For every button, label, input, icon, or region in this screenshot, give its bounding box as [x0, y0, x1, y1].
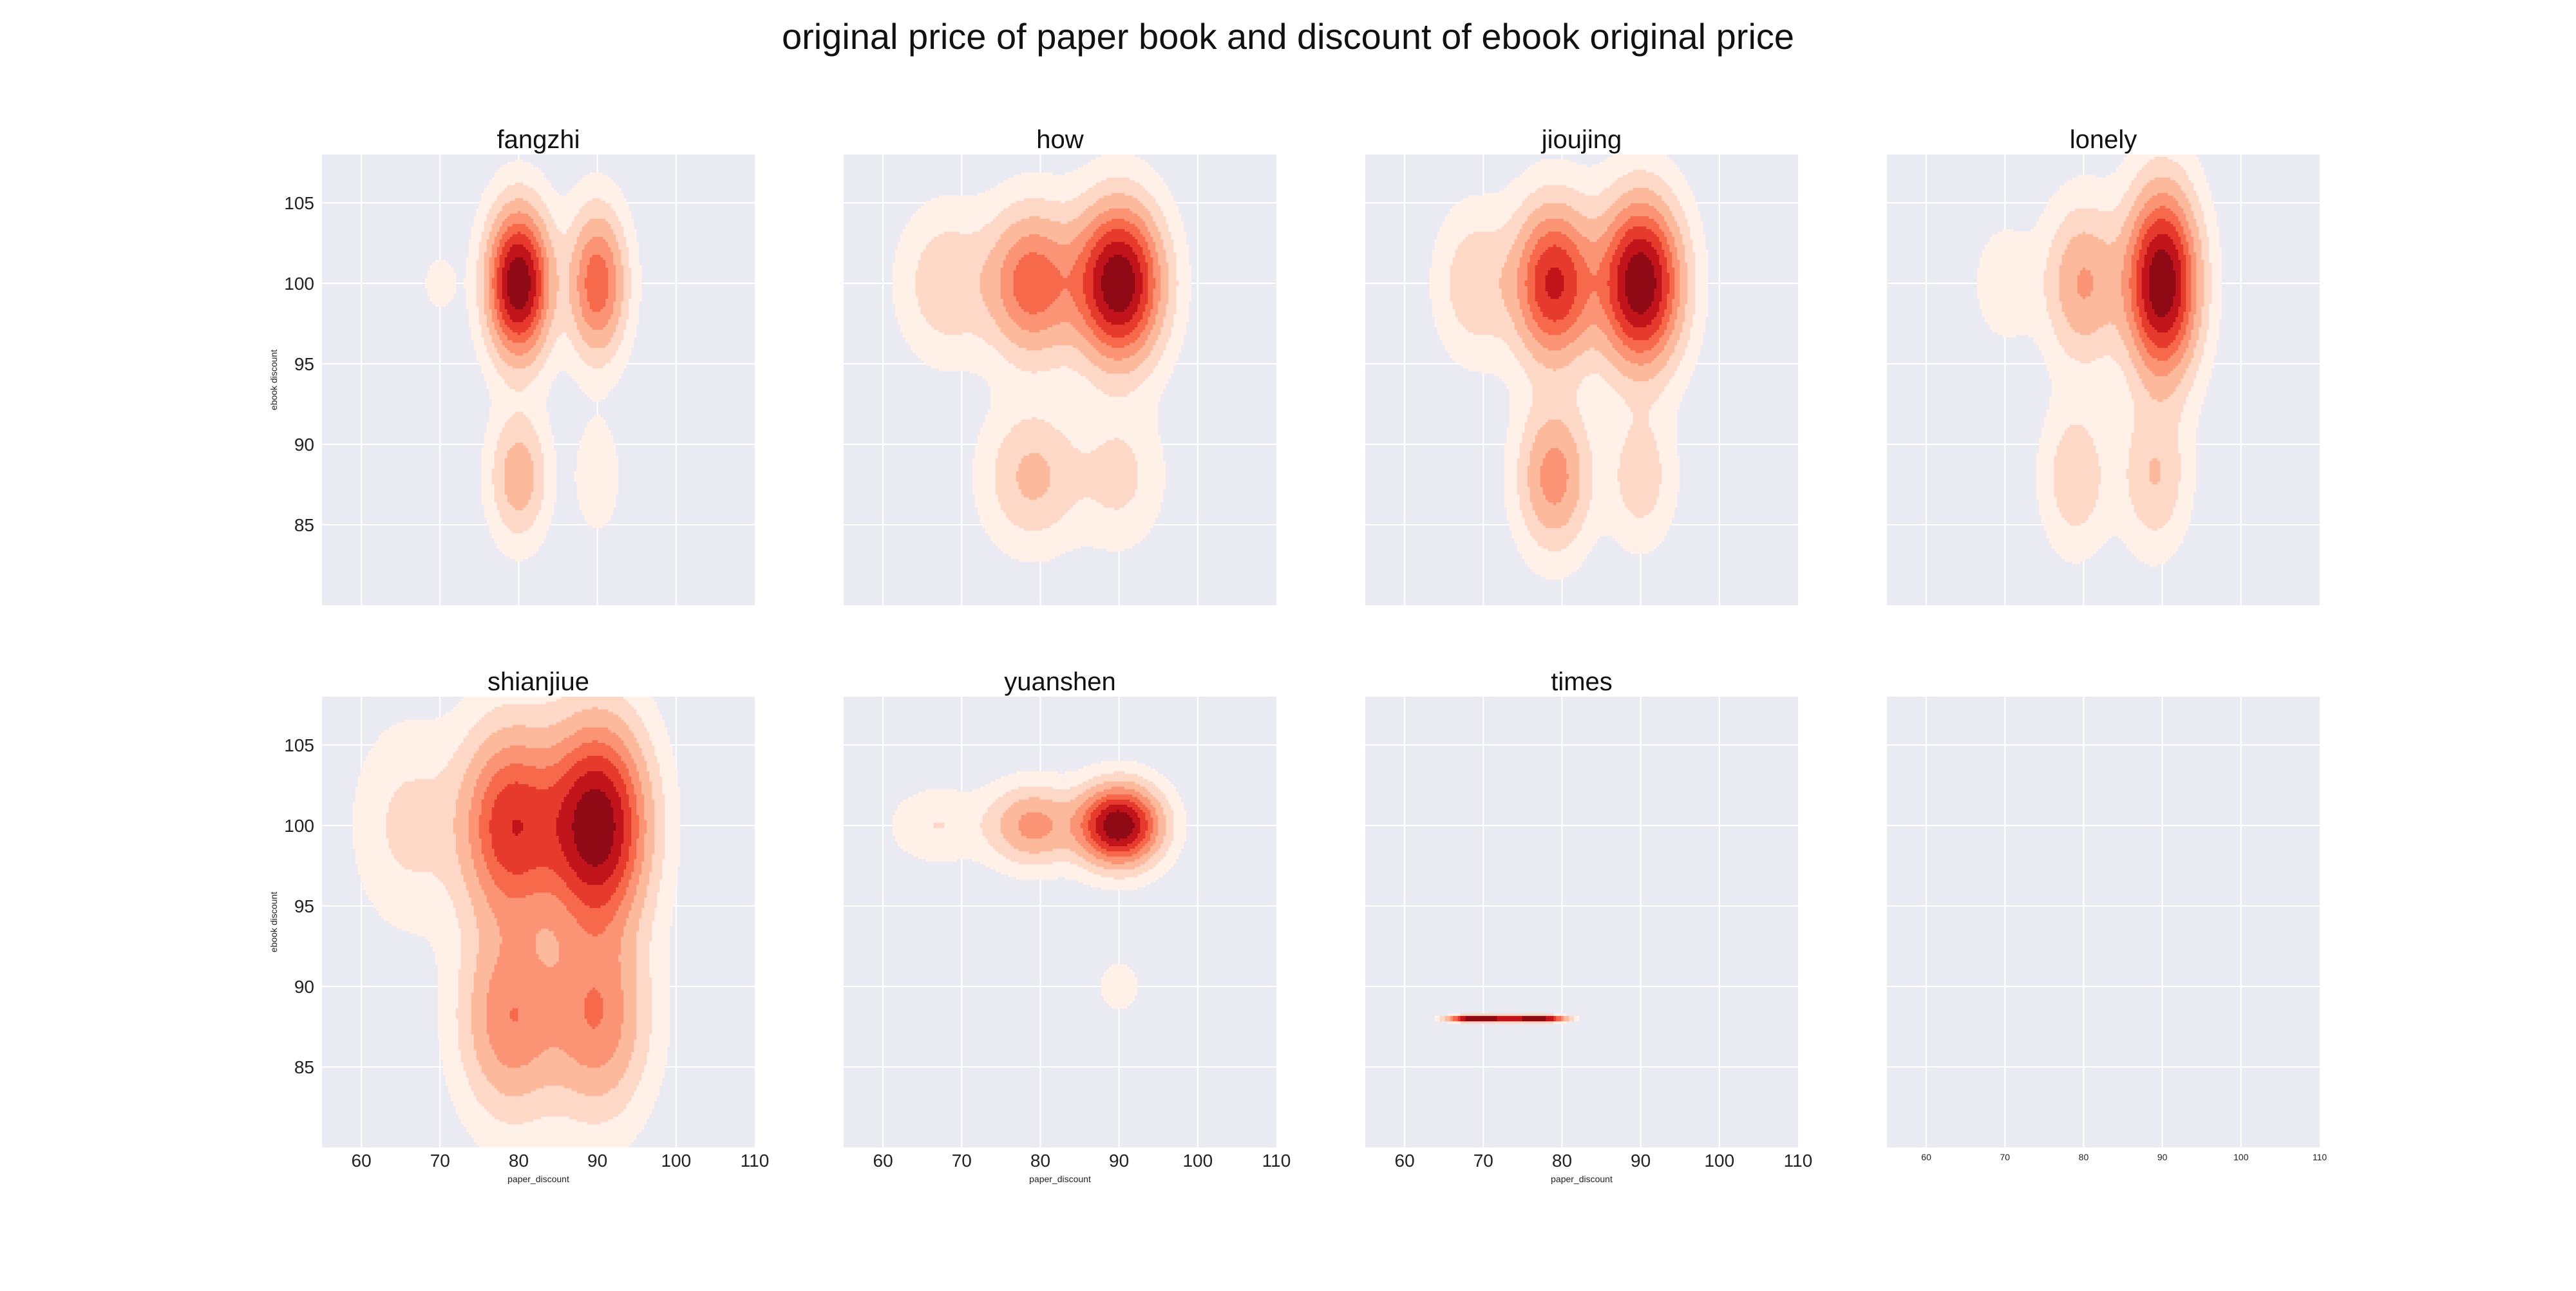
density-level-3 — [484, 198, 624, 511]
density-level-1 — [892, 155, 1192, 562]
density-level-8 — [1103, 809, 1135, 842]
x-tick-label: 100 — [1182, 1151, 1213, 1171]
density-level-6 — [489, 755, 632, 909]
subplot-title: jioujing — [1541, 126, 1622, 154]
density-contours — [1434, 1013, 1580, 1024]
plot-background — [1365, 697, 1798, 1147]
subplot-title: fangzhi — [497, 126, 580, 154]
x-tick-label: 100 — [1704, 1151, 1734, 1171]
subplot-times: times 60 70 80 90 100 110 paper_discount — [1365, 668, 1812, 1184]
x-tick-label: 100 — [661, 1151, 691, 1171]
subplot-title: how — [1036, 126, 1083, 154]
density-level-8 — [1465, 1015, 1546, 1022]
density-level-8 — [571, 789, 616, 867]
subplot-title: yuanshen — [1004, 668, 1115, 696]
density-level-3 — [1499, 187, 1688, 529]
y-tick-label: 105 — [284, 735, 314, 755]
density-level-8 — [2149, 249, 2176, 317]
subplot-title: shianjiue — [488, 668, 589, 696]
density-level-7 — [1093, 241, 1143, 325]
x-tick-label: 70 — [430, 1151, 450, 1171]
density-contours — [352, 697, 681, 1147]
density-level-8 — [1101, 254, 1135, 312]
density-level-1 — [892, 760, 1187, 1009]
x-tick-label: 110 — [741, 1151, 770, 1171]
plot-background — [1887, 697, 2320, 1147]
y-tick-label: 95 — [294, 354, 314, 374]
density-contours — [424, 159, 642, 562]
y-tick-label: 105 — [284, 193, 314, 213]
x-tick-label: 80 — [509, 1151, 529, 1171]
plot-background — [844, 697, 1276, 1147]
subplot-empty: 60 70 80 90 100 110 — [1887, 697, 2327, 1162]
x-tick-label: 90 — [1109, 1151, 1129, 1171]
x-tick-label: 80 — [1030, 1151, 1050, 1171]
x-tick-label: 110 — [1262, 1151, 1291, 1171]
x-tick-label: 110 — [1784, 1151, 1813, 1171]
density-contours — [1429, 155, 1709, 580]
x-tick-label: 60 — [352, 1151, 372, 1171]
y-axis-label: ebook discount — [269, 350, 279, 410]
subplot-fangzhi: fangzhi 85 90 95 100 105 ebook discount — [269, 126, 755, 605]
density-level-6 — [1083, 229, 1148, 338]
density-level-1 — [1976, 155, 2222, 567]
y-tick-label: 85 — [294, 515, 314, 535]
x-axis-label: paper_discount — [1029, 1174, 1091, 1184]
x-tick-label: 70 — [952, 1151, 972, 1171]
subplot-jioujing: jioujing — [1365, 126, 1798, 605]
y-tick-label: 95 — [294, 896, 314, 916]
density-contours — [892, 155, 1192, 562]
x-tick-label: 60 — [1395, 1151, 1415, 1171]
density-contours — [1976, 155, 2222, 567]
density-level-6 — [1535, 226, 1670, 341]
density-level-2 — [915, 177, 1179, 531]
density-level-8 — [1625, 252, 1657, 315]
subplot-title: lonely — [2070, 126, 2137, 154]
x-tick-label: 60 — [1921, 1152, 1931, 1162]
density-level-5 — [1013, 218, 1156, 348]
y-tick-label: 85 — [294, 1057, 314, 1077]
density-level-7 — [2141, 234, 2181, 333]
x-tick-label: 70 — [2000, 1152, 2010, 1162]
density-level-3 — [1000, 781, 1166, 870]
density-level-1 — [352, 697, 681, 1147]
y-tick-label: 90 — [294, 977, 314, 997]
y-tick-label: 90 — [294, 435, 314, 455]
x-tick-label: 110 — [2313, 1152, 2327, 1162]
figure-title: original price of paper book and discoun… — [781, 16, 1795, 57]
density-level-5 — [478, 740, 639, 1030]
x-tick-label: 80 — [2079, 1152, 2089, 1162]
x-axis-label: paper_discount — [507, 1174, 569, 1184]
x-tick-label: 60 — [873, 1151, 893, 1171]
density-level-2 — [2043, 156, 2212, 531]
subplot-title: times — [1551, 668, 1613, 696]
x-tick-label: 80 — [1552, 1151, 1572, 1171]
density-level-7 — [512, 771, 624, 885]
density-contours — [892, 760, 1187, 1009]
x-axis-label: paper_discount — [1551, 1174, 1613, 1184]
y-tick-label: 100 — [284, 274, 314, 294]
y-tick-label: 100 — [284, 816, 314, 836]
x-tick-label: 90 — [2157, 1152, 2168, 1162]
subplot-how: how — [844, 126, 1276, 605]
subplot-lonely: lonely — [1887, 126, 2320, 605]
subplot-shianjiue: shianjiue 60 70 80 90 100 110 85 90 95 100 105 paper… — [269, 668, 769, 1184]
subplot-yuanshen: yuanshen 60 70 80 90 100 110 paper_discount — [844, 668, 1291, 1184]
density-level-7 — [1545, 239, 1662, 328]
x-tick-label: 70 — [1473, 1151, 1493, 1171]
x-tick-label: 90 — [1631, 1151, 1651, 1171]
x-tick-label: 100 — [2233, 1152, 2249, 1162]
y-axis-label: ebook discount — [269, 892, 279, 952]
density-level-8 — [507, 257, 531, 310]
x-tick-label: 90 — [587, 1151, 607, 1171]
